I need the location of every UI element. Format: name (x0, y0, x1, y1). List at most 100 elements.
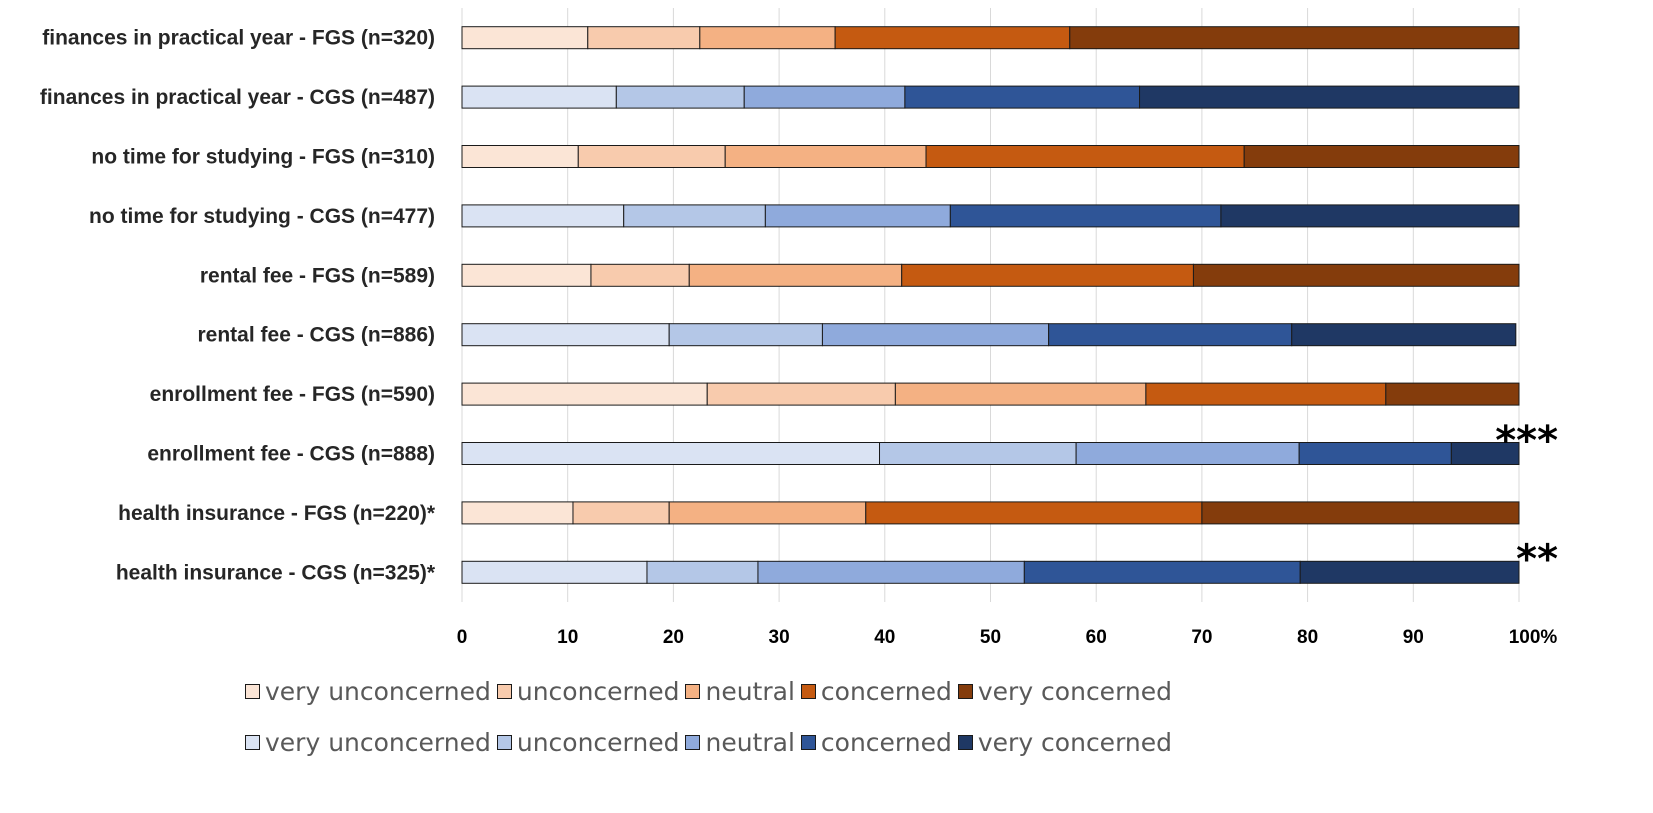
bar-segment-unconcerned (668, 323, 823, 347)
bar-segment-neutral (724, 145, 927, 168)
legend-swatch (957, 684, 973, 699)
legend-label: concerned (820, 677, 952, 706)
bar-segment-concerned (1298, 442, 1452, 465)
legend-swatch (685, 684, 701, 699)
category-label: finances in practical year - FGS (n=320) (42, 27, 435, 50)
significance-markers: ***** (1495, 418, 1558, 583)
category-label: rental fee - CGS (n=886) (198, 324, 436, 347)
bar-segment-concerned (1023, 560, 1301, 584)
legend-swatch (496, 684, 512, 699)
bar-segment-concerned (904, 85, 1141, 109)
x-tick-label: 60 (1086, 627, 1107, 648)
x-tick-label: 80 (1297, 627, 1318, 648)
bar-segment-very-unconcerned (461, 85, 617, 109)
bar-segment-unconcerned (706, 382, 896, 406)
x-tick-label: 0 (457, 627, 468, 648)
bar-segment-neutral (821, 323, 1050, 347)
bar-segment-neutral (1075, 442, 1300, 465)
bar-segment-concerned (1145, 382, 1387, 406)
bar-segment-neutral (743, 85, 906, 109)
legend-item-very-concerned: very concerned (957, 728, 1172, 757)
x-tick-label: 90 (1403, 627, 1424, 648)
bar-segment-unconcerned (590, 263, 690, 287)
bar-segment-very-concerned (1220, 204, 1520, 228)
bar-segment-very-unconcerned (461, 501, 574, 525)
bar-segment-unconcerned (577, 145, 726, 168)
bar-segment-very-concerned (1243, 145, 1520, 168)
legend-item-unconcerned: unconcerned (496, 728, 679, 757)
bar-segment-very-concerned (1291, 323, 1517, 347)
bar-segment-neutral (764, 204, 951, 228)
x-tick-label: 70 (1191, 627, 1212, 648)
bar-segment-concerned (901, 263, 1194, 287)
legend-cgs: very unconcerned unconcerned neutral concer… (245, 728, 1245, 757)
bar-segment-very-concerned (1192, 263, 1520, 287)
bar-segment-unconcerned (572, 501, 670, 525)
x-tick-label: 50 (980, 627, 1001, 648)
category-label: enrollment fee - CGS (n=888) (147, 443, 435, 466)
legend-item-concerned: concerned (800, 677, 952, 706)
legend-item-very-unconcerned: very unconcerned (245, 728, 491, 757)
x-tick-label: 20 (663, 627, 684, 648)
category-labels: finances in practical year - FGS (n=320)… (40, 27, 436, 585)
bar-segment-neutral (699, 26, 836, 50)
bars (461, 26, 1520, 584)
bar-segment-neutral (688, 263, 903, 287)
x-tick-label: 40 (874, 627, 895, 648)
category-label: no time for studying - CGS (n=477) (89, 205, 435, 228)
bar-segment-neutral (668, 501, 867, 525)
bar-segment-neutral (757, 560, 1025, 584)
bar-segment-concerned (865, 501, 1203, 525)
bar-segment-unconcerned (623, 204, 766, 228)
x-tick-label: 10 (557, 627, 578, 648)
legend-item-very-unconcerned: very unconcerned (245, 677, 491, 706)
category-label: health insurance - FGS (n=220)* (118, 502, 436, 525)
bar-segment-very-concerned (1139, 85, 1520, 109)
legend-label: unconcerned (516, 677, 680, 706)
legend-item-concerned: concerned (800, 728, 952, 757)
category-label: rental fee - FGS (n=589) (200, 264, 435, 287)
category-label: finances in practical year - CGS (n=487) (40, 86, 435, 109)
bar-segment-very-unconcerned (461, 26, 589, 50)
legend-label: concerned (820, 728, 952, 757)
bar-segment-concerned (925, 145, 1245, 168)
legend-swatch (685, 735, 701, 750)
bar-segment-very-unconcerned (461, 382, 708, 406)
x-tick-label: 30 (769, 627, 790, 648)
bar-segment-concerned (1048, 323, 1293, 347)
legend-label: neutral (705, 728, 795, 757)
bar-segment-very-concerned (1201, 501, 1520, 525)
bar-segment-very-unconcerned (461, 145, 579, 168)
x-tick-label: 100% (1509, 627, 1558, 648)
category-label: enrollment fee - FGS (n=590) (150, 383, 435, 406)
bar-segment-very-unconcerned (461, 323, 670, 347)
legend-swatch (800, 684, 816, 699)
bar-segment-very-unconcerned (461, 442, 881, 465)
legend-swatch (800, 735, 816, 750)
legend-label: very concerned (977, 677, 1172, 706)
legend-swatch (957, 735, 973, 750)
significance-marker: *** (1495, 418, 1558, 464)
bar-segment-neutral (894, 382, 1147, 406)
legend-label: neutral (705, 677, 795, 706)
legend-label: very unconcerned (265, 728, 491, 757)
bar-segment-unconcerned (879, 442, 1077, 465)
legend-label: very concerned (977, 728, 1172, 757)
bar-segment-very-concerned (1450, 442, 1520, 465)
legend-fgs: very unconcerned unconcerned neutral concer… (245, 677, 1245, 706)
bar-segment-very-concerned (1299, 560, 1520, 584)
bar-segment-unconcerned (646, 560, 759, 584)
bar-segment-unconcerned (587, 26, 701, 50)
legend-item-neutral: neutral (685, 677, 795, 706)
bar-segment-very-unconcerned (461, 263, 592, 287)
bar-segment-concerned (834, 26, 1071, 50)
legend-label: very unconcerned (265, 677, 491, 706)
bar-segment-very-concerned (1069, 26, 1520, 50)
category-label: health insurance - CGS (n=325)* (116, 561, 436, 584)
bar-segment-concerned (949, 204, 1222, 228)
category-label: no time for studying - FGS (n=310) (91, 146, 435, 169)
x-tick-labels: 0 10 20 30 40 50 60 70 80 90 100% (457, 627, 1558, 648)
legend-swatch (245, 684, 260, 699)
significance-marker: ** (1516, 537, 1558, 583)
